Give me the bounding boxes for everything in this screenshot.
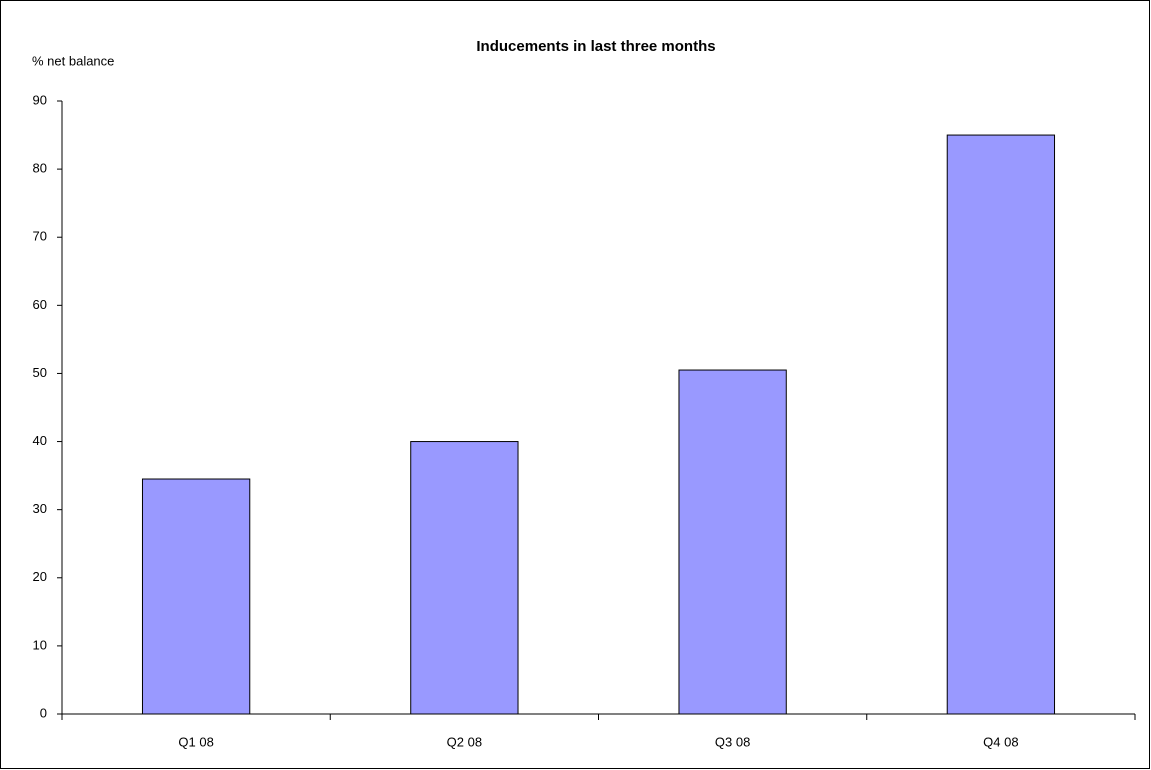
y-tick-label: 60 bbox=[33, 297, 47, 312]
y-tick-label: 50 bbox=[33, 365, 47, 380]
y-tick-label: 40 bbox=[33, 433, 47, 448]
bar bbox=[946, 134, 1056, 715]
bar bbox=[141, 478, 251, 715]
y-tick-label: 0 bbox=[40, 705, 47, 720]
y-axis-label: % net balance bbox=[32, 53, 114, 68]
bar bbox=[410, 441, 519, 715]
bar bbox=[678, 369, 787, 715]
y-tick-label: 70 bbox=[33, 229, 47, 244]
y-tick-label: 90 bbox=[33, 92, 47, 107]
x-tick-label: Q2 08 bbox=[447, 734, 482, 749]
x-tick-label: Q1 08 bbox=[178, 734, 213, 749]
x-tick-label: Q4 08 bbox=[983, 734, 1018, 749]
chart-title: Inducements in last three months bbox=[476, 38, 715, 55]
y-tick-label: 20 bbox=[33, 569, 47, 584]
x-tick-label: Q3 08 bbox=[715, 734, 750, 749]
y-tick-label: 80 bbox=[33, 161, 47, 176]
y-tick-label: 10 bbox=[33, 637, 47, 652]
y-tick-label: 30 bbox=[33, 501, 47, 516]
